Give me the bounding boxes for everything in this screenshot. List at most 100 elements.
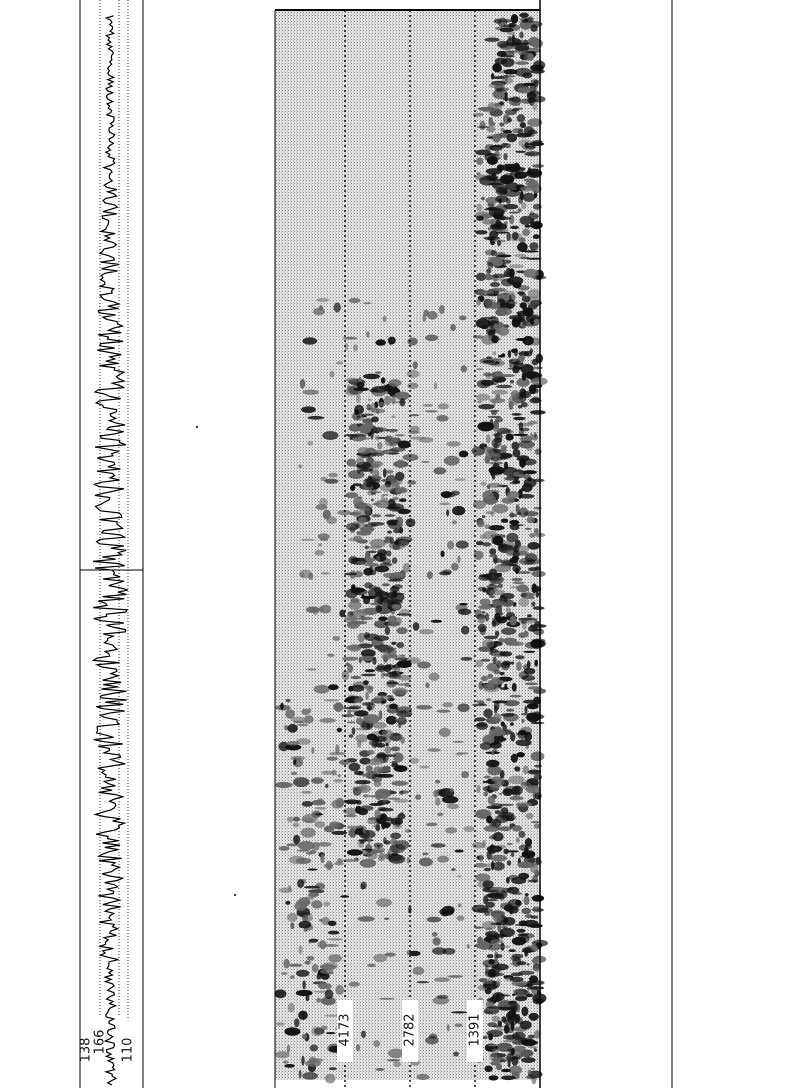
spectral-energy [388, 428, 398, 433]
spectral-energy [482, 611, 486, 614]
spectral-energy [395, 471, 405, 481]
spectral-energy [490, 511, 495, 517]
spectral-energy [355, 394, 361, 404]
spectral-energy [491, 273, 507, 279]
spectral-energy [460, 365, 467, 373]
spectral-energy [503, 848, 510, 855]
spectral-energy [352, 497, 363, 507]
spectral-energy [475, 659, 483, 668]
spectral-energy [447, 540, 455, 550]
spectral-energy [399, 526, 404, 534]
spectral-energy [316, 298, 330, 302]
waveform-trace [91, 15, 129, 1086]
spectral-energy [478, 940, 490, 950]
spectral-energy [533, 528, 539, 534]
spectral-energy [495, 195, 509, 203]
spectral-energy [422, 852, 429, 856]
spectral-energy [486, 356, 492, 359]
spectral-energy [294, 1018, 300, 1028]
spectral-energy [494, 701, 501, 704]
spectral-energy [307, 868, 318, 871]
spectral-energy [500, 721, 505, 727]
spectral-energy [345, 492, 359, 499]
spectral-energy [492, 63, 502, 73]
spectral-energy [373, 469, 380, 479]
spectral-energy [525, 145, 536, 149]
spectral-energy [460, 657, 473, 661]
spectral-energy [313, 684, 330, 694]
spectral-energy [527, 16, 534, 24]
spectral-energy [509, 379, 514, 384]
spectral-energy [527, 596, 535, 600]
spectral-energy [483, 708, 493, 718]
spectral-energy [489, 548, 497, 556]
spectral-energy [524, 641, 540, 649]
spectral-energy [521, 950, 536, 953]
spectral-energy [487, 261, 494, 270]
spectral-energy [344, 434, 357, 437]
spectral-energy [374, 773, 386, 778]
spectral-energy [523, 847, 529, 856]
spectral-energy [489, 760, 500, 767]
spectral-energy [305, 994, 310, 1002]
spectral-energy [500, 616, 507, 621]
spectral-energy [371, 402, 376, 413]
spectral-energy [322, 944, 339, 947]
spectral-energy [523, 919, 539, 928]
spectral-energy [366, 722, 370, 730]
spectral-energy [510, 972, 523, 977]
spectral-energy [295, 777, 300, 781]
spectral-energy [353, 698, 360, 703]
spectral-energy [368, 550, 377, 554]
spectral-energy [521, 202, 527, 210]
spectral-energy [348, 600, 362, 610]
spectral-energy [308, 572, 314, 580]
spectral-energy [381, 672, 385, 679]
spectral-energy [482, 219, 494, 225]
spectral-energy [517, 242, 528, 253]
spectral-energy [504, 92, 508, 102]
spectral-energy [520, 354, 525, 361]
waveform-tick-label: 110 [121, 1038, 136, 1063]
spectral-energy [528, 1034, 536, 1039]
spectral-energy [495, 954, 503, 958]
spectral-energy [487, 795, 496, 805]
spectral-energy [333, 302, 341, 313]
spectral-energy [357, 632, 365, 643]
spectral-energy [359, 507, 372, 517]
spectral-energy [302, 337, 318, 345]
spectral-energy [323, 863, 334, 869]
spectral-energy [490, 250, 498, 257]
spectral-energy [534, 764, 542, 768]
spectral-energy [406, 369, 420, 378]
spectral-energy [477, 617, 486, 624]
spectral-energy [523, 650, 536, 653]
spectral-energy [527, 98, 537, 103]
spectral-energy [527, 288, 542, 299]
spectral-energy [328, 1067, 337, 1071]
spectral-energy [523, 895, 530, 906]
spectral-energy [308, 892, 320, 897]
spectral-energy [399, 790, 404, 796]
spectral-energy [521, 1006, 529, 1017]
spectral-energy [510, 753, 518, 763]
spectral-energy [474, 862, 487, 868]
spectral-energy [286, 1044, 291, 1054]
spectral-energy [531, 601, 536, 607]
spectral-energy [492, 351, 497, 356]
spectral-energy [508, 395, 521, 406]
spectral-energy [317, 798, 324, 804]
spectral-energy [366, 733, 378, 741]
spectral-energy [491, 438, 502, 449]
spectral-energy [516, 377, 530, 387]
spectral-energy [510, 852, 515, 858]
spectral-energy [457, 703, 470, 712]
spectral-energy [489, 589, 505, 596]
spectral-energy [520, 712, 532, 716]
spectral-energy [359, 840, 365, 844]
spectral-energy [527, 1069, 532, 1075]
spectral-energy [345, 814, 357, 818]
spectral-energy [407, 382, 419, 389]
spectral-energy [430, 619, 443, 623]
spectral-energy [436, 709, 451, 713]
